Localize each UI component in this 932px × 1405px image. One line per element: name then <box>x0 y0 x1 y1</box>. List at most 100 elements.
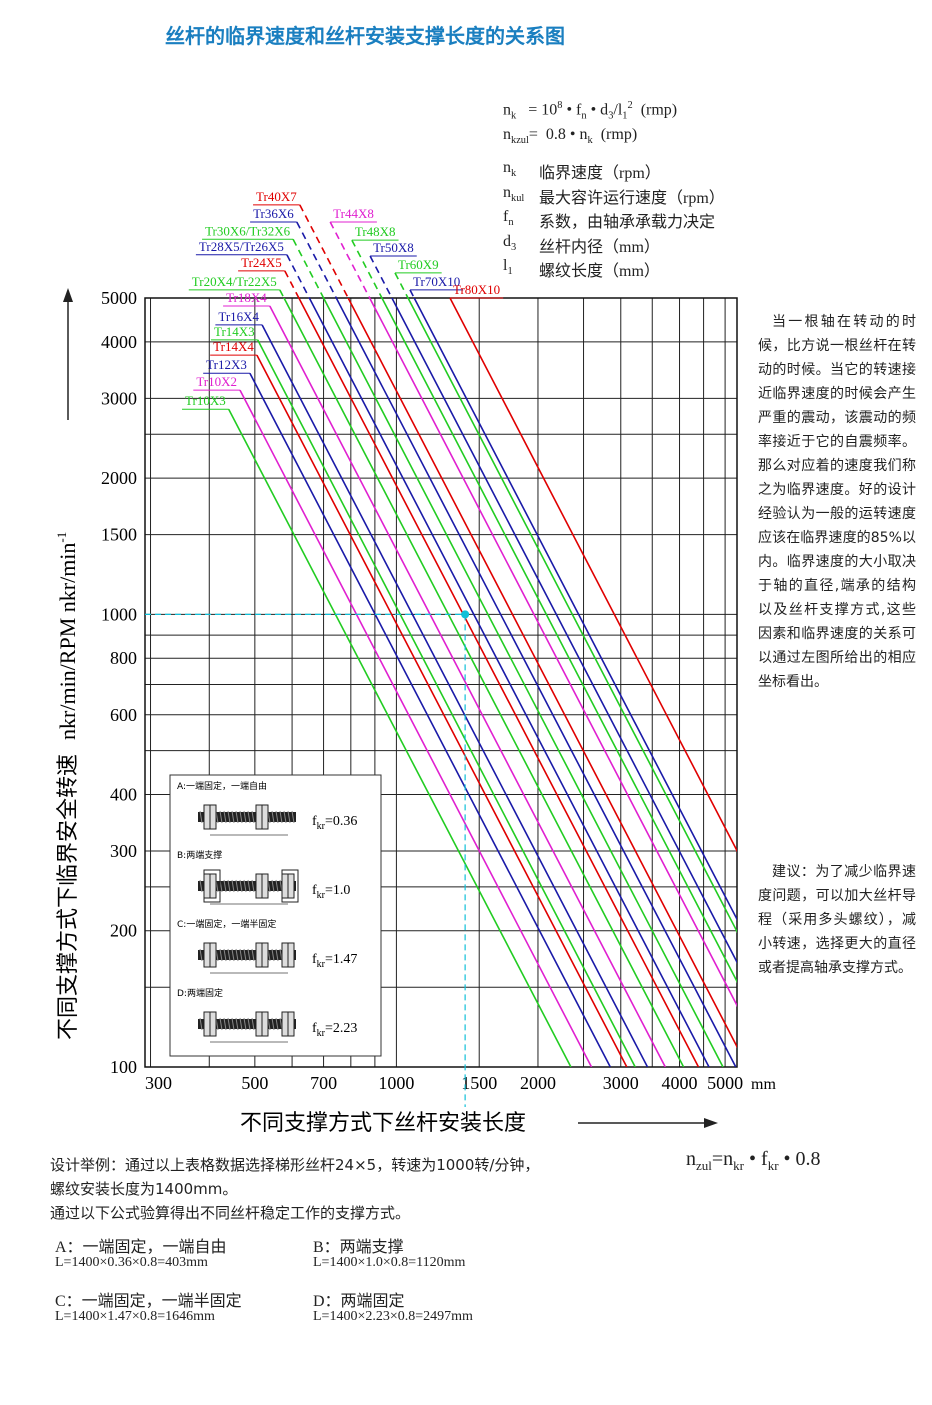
thread-tooth <box>231 879 235 893</box>
thread-tooth <box>283 810 287 824</box>
series-line <box>256 354 628 1067</box>
x-tick-label: 700 <box>310 1073 337 1093</box>
thread-tooth <box>227 1017 231 1031</box>
formula-part: • f <box>744 1148 768 1170</box>
thread-tooth <box>231 948 235 962</box>
support-factor: fkr=0.36 <box>312 814 357 832</box>
support-caption: C:一端固定，一端半固定 <box>177 918 276 930</box>
screw-thread <box>198 950 296 960</box>
def-symbol: d <box>503 232 511 250</box>
series-line <box>269 305 667 1067</box>
series-line <box>261 324 649 1067</box>
thread-tooth <box>223 1017 227 1031</box>
wall <box>203 869 221 903</box>
series-label: Tr14X4 <box>213 339 254 354</box>
thread-tooth <box>271 810 275 824</box>
thread-tooth <box>243 810 247 824</box>
thread-tooth <box>251 879 255 893</box>
formula-part: n <box>503 101 511 119</box>
factor-sub: kr <box>317 1028 326 1039</box>
case-calc: L=1400×1.47×0.8=1646mm <box>55 1309 215 1324</box>
title: 丝杆的临界速度和丝杆安装支撑长度的关系图 <box>165 24 565 48</box>
thread-tooth <box>223 879 227 893</box>
series-label: Tr24X5 <box>241 255 282 270</box>
series-line <box>308 298 710 1067</box>
y-tick-label: 300 <box>110 841 137 861</box>
formula-part: /l <box>613 101 623 119</box>
factor-symbol: f <box>312 1021 317 1036</box>
formula-part: zul <box>696 1158 712 1173</box>
thread-tooth <box>291 810 295 824</box>
thread-tooth <box>199 1017 203 1031</box>
series-label: Tr40X7 <box>256 189 297 204</box>
thread-tooth <box>239 1017 243 1031</box>
thread-tooth <box>243 948 247 962</box>
series-label: Tr12X3 <box>206 357 247 372</box>
thread-tooth <box>271 1017 275 1031</box>
x-tick-label: 3000 <box>603 1073 639 1093</box>
series-line <box>413 298 737 921</box>
thread-tooth <box>275 1017 279 1031</box>
definition: nkul 最大容许运行速度（rpm） <box>503 183 725 207</box>
series-line <box>283 298 685 1067</box>
thread-tooth <box>219 1017 223 1031</box>
formula-part: 3 <box>608 110 614 122</box>
y-axis-label: 不同支撑方式下临界安全转速 nkr/min/RPM nkr/min-1 <box>54 532 80 1040</box>
thread-tooth <box>275 810 279 824</box>
series-label: Tr16X4 <box>218 309 259 324</box>
formula-part: k <box>511 110 517 122</box>
thread-tooth <box>227 879 231 893</box>
thread-tooth <box>219 948 223 962</box>
factor-value: =1.47 <box>325 952 357 967</box>
series-line <box>239 389 593 1067</box>
y-tick-label: 5000 <box>101 288 137 308</box>
marker-point <box>461 610 470 619</box>
y-tick-label: 1000 <box>101 604 137 624</box>
formula-part: =n <box>711 1148 734 1170</box>
support-caption: A:一端固定，一端自由 <box>177 780 267 792</box>
thread-tooth <box>235 948 239 962</box>
y-tick-label: 1500 <box>101 525 137 545</box>
series-line <box>407 298 737 934</box>
y-axis-label-text: 不同支撑方式下临界安全转速 <box>55 754 80 1040</box>
thread-tooth <box>199 810 203 824</box>
thread-tooth <box>247 810 251 824</box>
formula-part: kzul <box>511 135 529 147</box>
thread-tooth <box>227 948 231 962</box>
def-text: 系数，由轴承承载力决定 <box>539 214 716 231</box>
series-line <box>335 298 737 1067</box>
series-label: Tr44X8 <box>333 206 374 221</box>
wall <box>281 869 299 903</box>
x-tick-label: 300 <box>145 1073 172 1093</box>
formula-part: 8 <box>557 100 563 111</box>
thread-tooth <box>239 810 243 824</box>
y-axis-unit-sup: -1 <box>54 532 69 543</box>
series-line <box>391 298 737 964</box>
note: 当一根轴在转动的时候，比方说一根丝杆在转动的时候。当它的转速接近临界速度的时候会… <box>758 314 916 690</box>
formula-part: (rmp) <box>632 101 678 119</box>
x-tick-label: 4000 <box>662 1073 698 1093</box>
series-label: Tr30X6/Tr32X6 <box>205 223 291 238</box>
example-line: 通过以下公式验算得出不同丝杆稳定工作的支撑方式。 <box>50 1204 411 1222</box>
case-calc: L=1400×0.36×0.8=403mm <box>55 1255 208 1270</box>
factor-symbol: f <box>312 883 317 898</box>
x-axis-label: 不同支撑方式下丝杆安装长度 <box>240 1110 526 1135</box>
y-axis-unit: nkr/min/RPM nkr/min <box>55 543 80 740</box>
formula-part: • f <box>562 101 582 119</box>
def-text: 临界速度（rpm） <box>539 165 661 182</box>
case-calc: L=1400×2.23×0.8=2497mm <box>313 1309 473 1324</box>
formula-part: = 10 <box>516 101 558 119</box>
x-unit: mm <box>751 1076 776 1093</box>
def-sub: kul <box>511 192 525 204</box>
formula-part: 2 <box>627 100 633 111</box>
formula-part: n <box>503 126 511 143</box>
case-label: C：一端固定，一端半固定 <box>55 1293 242 1310</box>
def-symbol: n <box>503 183 511 201</box>
formula-part: (rmp) <box>592 126 638 143</box>
thread-tooth <box>251 948 255 962</box>
case-label: A：一端固定，一端自由 <box>55 1239 227 1256</box>
thread-tooth <box>251 1017 255 1031</box>
series-label: Tr60X9 <box>398 257 439 272</box>
thread-tooth <box>275 879 279 893</box>
